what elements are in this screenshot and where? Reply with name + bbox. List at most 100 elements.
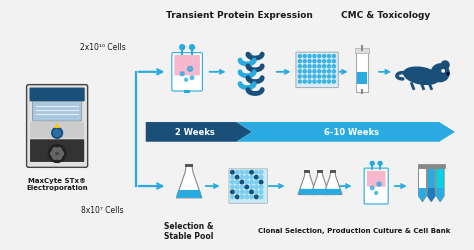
Circle shape	[255, 171, 258, 174]
Polygon shape	[324, 189, 342, 195]
Circle shape	[188, 67, 192, 72]
Circle shape	[259, 180, 263, 184]
Circle shape	[231, 186, 234, 189]
Circle shape	[190, 77, 194, 80]
Text: Clonal Selection, Production Culture & Cell Bank: Clonal Selection, Production Culture & C…	[258, 228, 451, 234]
Polygon shape	[428, 169, 435, 202]
Circle shape	[298, 81, 301, 84]
Circle shape	[298, 66, 301, 68]
Circle shape	[377, 182, 381, 186]
Circle shape	[323, 70, 326, 74]
Circle shape	[259, 190, 263, 194]
Circle shape	[180, 72, 184, 76]
Polygon shape	[176, 167, 202, 198]
Circle shape	[255, 195, 258, 199]
Text: Transient Protein Expression: Transient Protein Expression	[166, 11, 313, 20]
Circle shape	[51, 152, 55, 156]
Circle shape	[53, 156, 57, 160]
FancyBboxPatch shape	[229, 169, 267, 203]
Circle shape	[255, 176, 258, 179]
Circle shape	[245, 171, 248, 174]
Circle shape	[236, 186, 239, 189]
Circle shape	[318, 55, 321, 58]
Circle shape	[318, 70, 321, 74]
Polygon shape	[436, 188, 444, 202]
Circle shape	[447, 74, 449, 76]
Circle shape	[245, 186, 248, 189]
Circle shape	[298, 55, 301, 58]
Text: Selection &
Stable Pool: Selection & Stable Pool	[164, 221, 214, 240]
Circle shape	[231, 195, 234, 199]
Circle shape	[303, 66, 306, 68]
FancyBboxPatch shape	[30, 140, 84, 162]
Circle shape	[259, 176, 263, 179]
Bar	[356, 49, 369, 54]
Circle shape	[308, 60, 311, 64]
Circle shape	[442, 70, 444, 73]
Circle shape	[57, 156, 61, 160]
Circle shape	[303, 70, 306, 74]
Polygon shape	[311, 172, 329, 195]
Circle shape	[318, 60, 321, 64]
Circle shape	[313, 76, 316, 79]
Bar	[435, 165, 445, 169]
FancyBboxPatch shape	[172, 54, 202, 92]
Circle shape	[240, 190, 244, 194]
Circle shape	[240, 186, 244, 189]
Circle shape	[245, 176, 248, 179]
Circle shape	[298, 60, 301, 64]
Circle shape	[231, 180, 234, 184]
Circle shape	[236, 190, 239, 194]
Polygon shape	[428, 188, 435, 202]
Circle shape	[48, 145, 66, 163]
Circle shape	[54, 130, 61, 137]
Circle shape	[308, 76, 311, 79]
Circle shape	[245, 195, 248, 199]
Circle shape	[250, 186, 253, 189]
Circle shape	[236, 195, 239, 199]
Circle shape	[332, 66, 336, 68]
Circle shape	[328, 70, 330, 74]
Circle shape	[332, 81, 336, 84]
Circle shape	[298, 70, 301, 74]
Polygon shape	[419, 188, 427, 202]
Bar	[184, 90, 190, 94]
Circle shape	[231, 176, 234, 179]
Circle shape	[250, 171, 253, 174]
Circle shape	[51, 148, 63, 160]
Circle shape	[240, 180, 244, 184]
Circle shape	[318, 81, 321, 84]
Circle shape	[308, 70, 311, 74]
Circle shape	[328, 55, 330, 58]
Circle shape	[378, 162, 382, 166]
Polygon shape	[419, 169, 427, 202]
Text: 2x10¹⁰ Cells: 2x10¹⁰ Cells	[80, 42, 125, 51]
Circle shape	[185, 79, 188, 82]
Circle shape	[308, 66, 311, 68]
Circle shape	[332, 60, 336, 64]
Bar	[357, 72, 367, 84]
Circle shape	[236, 176, 239, 179]
Bar	[330, 171, 336, 173]
Circle shape	[318, 66, 321, 68]
Bar	[427, 165, 436, 169]
Circle shape	[303, 76, 306, 79]
Circle shape	[245, 180, 248, 184]
Polygon shape	[298, 172, 317, 195]
Circle shape	[250, 176, 253, 179]
Circle shape	[332, 70, 336, 74]
Circle shape	[250, 190, 253, 194]
Polygon shape	[298, 189, 317, 195]
Circle shape	[313, 60, 316, 64]
Circle shape	[255, 186, 258, 189]
Bar	[185, 165, 193, 168]
Circle shape	[255, 190, 258, 194]
Circle shape	[250, 180, 253, 184]
Circle shape	[259, 195, 263, 199]
Circle shape	[371, 186, 374, 190]
Circle shape	[240, 195, 244, 199]
Circle shape	[250, 195, 253, 199]
Circle shape	[245, 190, 248, 194]
Circle shape	[370, 162, 374, 166]
Circle shape	[332, 55, 336, 58]
